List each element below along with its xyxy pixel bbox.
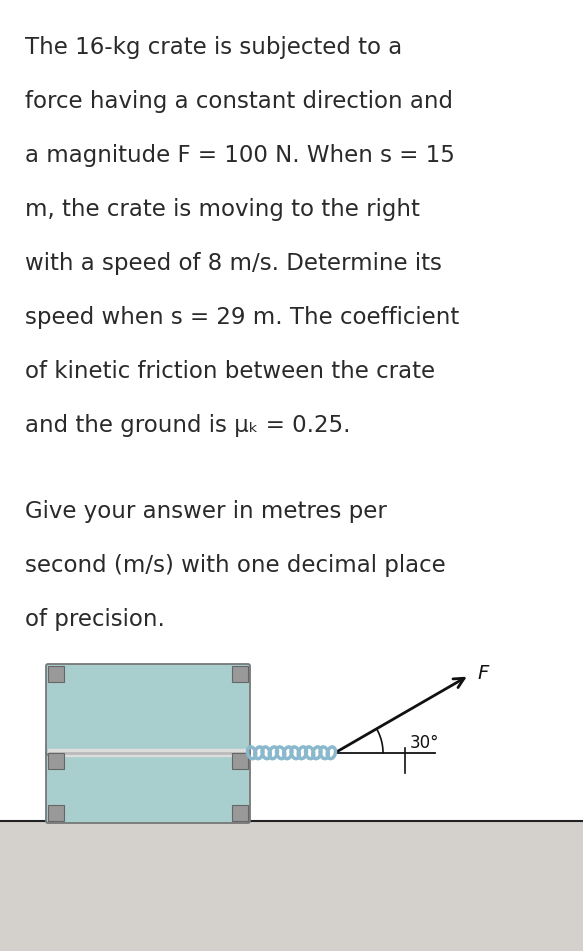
FancyBboxPatch shape: [46, 750, 250, 823]
Text: a magnitude F = 100 N. When s = 15: a magnitude F = 100 N. When s = 15: [25, 144, 455, 167]
Bar: [48, 753, 64, 768]
Bar: [48, 666, 64, 682]
FancyBboxPatch shape: [46, 664, 250, 755]
Bar: [232, 753, 248, 768]
Bar: [48, 805, 64, 821]
Text: Give your answer in metres per: Give your answer in metres per: [25, 500, 387, 523]
Bar: [232, 805, 248, 821]
Text: 30°: 30°: [410, 734, 439, 752]
Bar: [0, 821, 583, 951]
Text: force having a constant direction and: force having a constant direction and: [25, 90, 453, 113]
Bar: [232, 666, 248, 682]
Text: of precision.: of precision.: [25, 608, 165, 631]
Text: with a speed of 8 m/s. Determine its: with a speed of 8 m/s. Determine its: [25, 252, 442, 275]
Text: m, the crate is moving to the right: m, the crate is moving to the right: [25, 198, 420, 221]
Text: second (m/s) with one decimal place: second (m/s) with one decimal place: [25, 554, 446, 577]
Text: of kinetic friction between the crate: of kinetic friction between the crate: [25, 360, 435, 383]
Text: speed when s = 29 m. The coefficient: speed when s = 29 m. The coefficient: [25, 306, 459, 329]
Text: F: F: [477, 664, 489, 683]
Text: and the ground is μₖ = 0.25.: and the ground is μₖ = 0.25.: [25, 414, 350, 437]
Text: The 16-kg crate is subjected to a: The 16-kg crate is subjected to a: [25, 36, 402, 59]
